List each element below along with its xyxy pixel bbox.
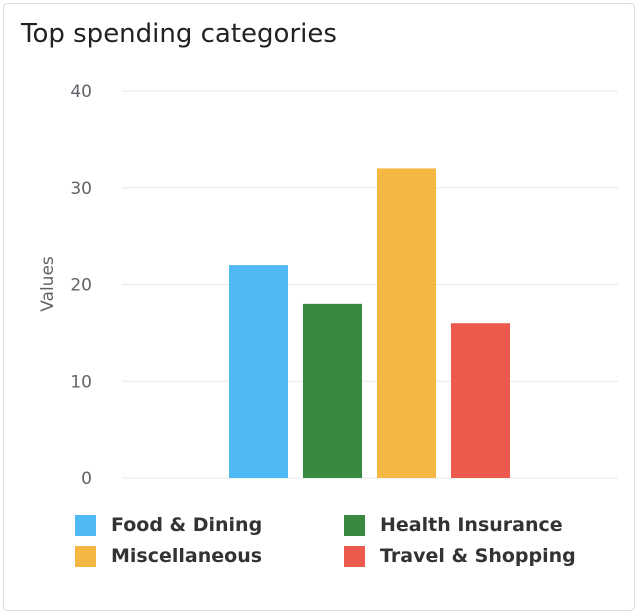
y-axis-ticks: 0 10 20 30 40 bbox=[70, 82, 92, 489]
chart-title: Top spending categories bbox=[21, 19, 337, 49]
gridlines bbox=[122, 90, 618, 479]
y-tick-label: 30 bbox=[70, 179, 92, 199]
bar-miscellaneous[interactable] bbox=[377, 168, 436, 478]
bar-health-insurance[interactable] bbox=[303, 303, 362, 478]
bar-food-dining[interactable] bbox=[229, 265, 288, 478]
y-tick-label: 0 bbox=[81, 469, 92, 489]
bar-travel-shopping[interactable] bbox=[451, 323, 510, 478]
y-tick-label: 20 bbox=[70, 276, 92, 296]
y-tick-label: 10 bbox=[70, 372, 92, 392]
y-tick-label: 40 bbox=[70, 82, 92, 102]
y-axis-label: Values bbox=[38, 256, 58, 312]
bars bbox=[229, 168, 510, 478]
